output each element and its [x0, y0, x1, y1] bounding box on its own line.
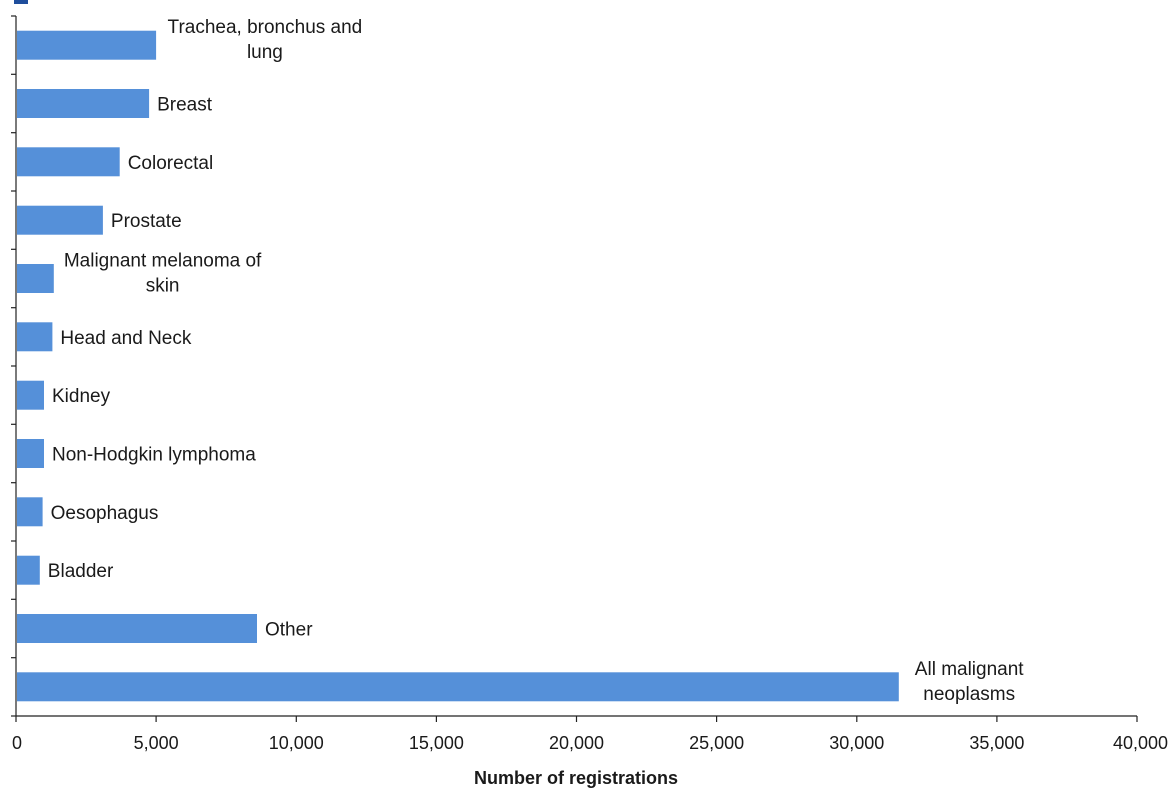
x-tick-label: 15,000	[409, 733, 464, 753]
bar-category-label: Bladder	[48, 561, 114, 582]
bar	[17, 30, 157, 60]
cropped-title-strip	[14, 0, 28, 4]
bar-category-label: All malignant neoplasms	[915, 659, 1024, 705]
x-tick-label: 35,000	[969, 733, 1024, 753]
x-tick-label: 20,000	[549, 733, 604, 753]
x-tick-label: 0	[12, 733, 22, 753]
x-tick-label: 10,000	[269, 733, 324, 753]
bar	[17, 614, 257, 643]
bars-group	[17, 30, 899, 702]
x-tick-label: 5,000	[134, 733, 179, 753]
x-tick-label: 30,000	[829, 733, 884, 753]
bar-category-label: Colorectal	[128, 153, 214, 174]
axes-group	[11, 15, 1137, 717]
bar-category-label: Prostate	[111, 211, 182, 232]
bar-category-label: Kidney	[52, 386, 111, 407]
bar	[17, 89, 150, 118]
title-strip-fragment	[14, 0, 28, 4]
bar	[17, 497, 43, 527]
bar-category-label: Oesophagus	[51, 503, 159, 524]
bar	[17, 147, 120, 177]
bar	[17, 264, 54, 293]
bar	[17, 380, 44, 410]
bar	[17, 322, 53, 352]
x-tick-label: 40,000	[1113, 733, 1168, 753]
bar-category-label: Head and Neck	[60, 328, 191, 349]
x-tick-label: 25,000	[689, 733, 744, 753]
bar	[17, 672, 899, 702]
bar	[17, 439, 44, 468]
bar-category-label: Trachea, bronchus and lung	[168, 17, 363, 63]
bar-category-label: Malignant melanoma of skin	[64, 251, 262, 297]
bar-category-label: Breast	[157, 95, 213, 116]
bar-category-label: Non-Hodgkin lymphoma	[52, 445, 256, 466]
bar-category-label: Other	[265, 620, 313, 641]
x-axis-title: Number of registrations	[474, 768, 678, 788]
bar	[17, 555, 40, 585]
bar	[17, 205, 103, 235]
x-ticks-group: 0 5,000 10,000 15,000 20,000 25,000 30,000 35,0…	[12, 716, 1168, 753]
category-labels-group: Trachea, bronchus and lung Breast Colorecta…	[48, 17, 1025, 705]
